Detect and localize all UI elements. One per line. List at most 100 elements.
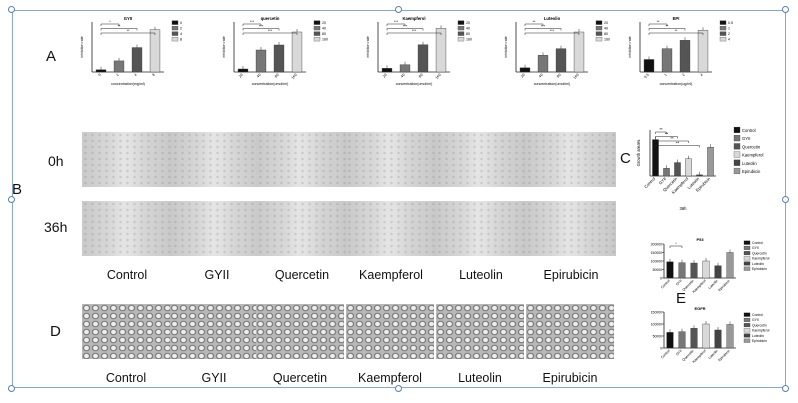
legend-label: 40 (322, 27, 326, 31)
micrograph-0h-luteolin (436, 132, 526, 187)
resize-handle-bottom[interactable] (395, 385, 402, 392)
legend-label: 160 (322, 38, 328, 42)
x-tick-label: 2 (681, 73, 685, 77)
significance-label: *** (412, 29, 417, 33)
legend-label: Luteolin (752, 262, 764, 266)
legend-label: 2 (728, 32, 730, 36)
chart-title: GYII (124, 16, 132, 21)
micrograph-0h-gyii (172, 132, 262, 187)
bar (417, 44, 429, 73)
legend-label: Epirubicin (752, 267, 767, 271)
group-label-quercetin-b: Quercetin (274, 268, 330, 282)
micrograph-36h-epirubicin (526, 201, 616, 256)
legend-label: 40 (466, 27, 470, 31)
legend-label: Kaempferol (752, 257, 770, 261)
x-tick-label: 80 (556, 73, 562, 79)
significance-label: * (675, 242, 677, 246)
resize-handle-right[interactable] (782, 196, 789, 203)
legend-swatch (457, 31, 465, 36)
significance-bracket (242, 32, 298, 35)
micrograph-36h-luteolin (436, 201, 526, 256)
legend-label: Kaempferol (752, 329, 770, 333)
chart-title: EPI (673, 16, 680, 21)
x-axis-label: concentration(umol/ml) (534, 82, 571, 86)
resize-handle-bottom-right[interactable] (782, 385, 789, 392)
bar (696, 174, 703, 177)
bar (573, 31, 585, 73)
y-axis-label: inhibition rate (366, 36, 370, 57)
legend-swatch (743, 256, 751, 261)
x-tick-label: Control (660, 349, 671, 360)
bar (685, 158, 692, 177)
bar (714, 329, 722, 349)
significance-label: ** (127, 29, 130, 33)
significance-bracket (386, 32, 442, 35)
micrograph-d-gyii (170, 304, 258, 359)
y-axis-label: inhibition rate (628, 36, 632, 57)
chart-title: EGFR (694, 306, 705, 311)
significance-bracket (655, 131, 667, 134)
legend-label: 80 (322, 32, 326, 36)
legend-label: 40 (604, 27, 608, 31)
legend-swatch (743, 240, 751, 245)
group-label-kaempferol-b: Kaempferol (359, 268, 423, 282)
legend-swatch (733, 159, 741, 166)
legend-label: 20 (604, 21, 608, 25)
group-label-kaempferol-d: Kaempferol (358, 371, 422, 385)
bar (399, 64, 411, 73)
significance-bracket (386, 23, 406, 26)
legend-label: 160 (466, 38, 472, 42)
bar (678, 262, 686, 279)
bar (726, 252, 734, 279)
y-axis-label: inhibition rate (504, 36, 508, 57)
y-tick-label: 100000 (651, 260, 662, 264)
group-label-quercetin-d: Quercetin (272, 371, 328, 385)
micrograph-0h-epirubicin (526, 132, 616, 187)
resize-handle-top[interactable] (395, 6, 402, 13)
resize-handle-top-right[interactable] (782, 6, 789, 13)
x-tick-label: GYII (675, 349, 683, 357)
legend-label: 4 (180, 32, 182, 36)
group-label-epirubicin-b: Epirubicin (543, 268, 599, 282)
bar (679, 40, 691, 73)
x-tick-label: GYII (675, 279, 683, 287)
significance-bracket (524, 23, 544, 26)
legend-swatch (171, 37, 179, 42)
significance-label: ** (676, 141, 680, 146)
x-tick-label: 80 (274, 73, 280, 79)
legend-swatch (313, 31, 321, 36)
panel-label-d: D (50, 323, 61, 340)
legend-swatch (457, 26, 465, 31)
resize-handle-top-left[interactable] (8, 6, 15, 13)
x-tick-label: Luteolin (707, 349, 718, 360)
significance-label: ** (670, 136, 674, 141)
row-label-0h: 0h (48, 153, 64, 169)
legend-swatch (733, 151, 741, 158)
significance-label: *** (394, 20, 399, 24)
x-tick-label: 160 (291, 73, 298, 80)
panel-label-b: B (12, 181, 23, 198)
legend-swatch (595, 31, 603, 36)
legend-swatch (743, 312, 751, 317)
bar (381, 68, 393, 73)
legend-swatch (719, 20, 727, 25)
legend-swatch (719, 26, 727, 31)
legend-swatch (743, 323, 751, 328)
legend-label: Quercetin (752, 251, 767, 255)
group-label-gyii-b: GYII (204, 268, 230, 282)
panel-label-e: E (676, 290, 687, 307)
legend-label: Control (752, 313, 763, 317)
resize-handle-left[interactable] (8, 196, 15, 203)
group-label-luteolin-b: Luteolin (459, 268, 503, 282)
x-tick-label: GYII (658, 176, 667, 185)
bar (697, 30, 709, 73)
x-tick-label: 8 (151, 73, 155, 77)
chart-title: P53 (696, 237, 704, 242)
x-tick-label: 0 (97, 73, 101, 77)
legend-swatch (743, 328, 751, 333)
x-tick-label: 40 (538, 73, 544, 79)
significance-bracket (524, 32, 580, 35)
resize-handle-bottom-left[interactable] (8, 385, 15, 392)
